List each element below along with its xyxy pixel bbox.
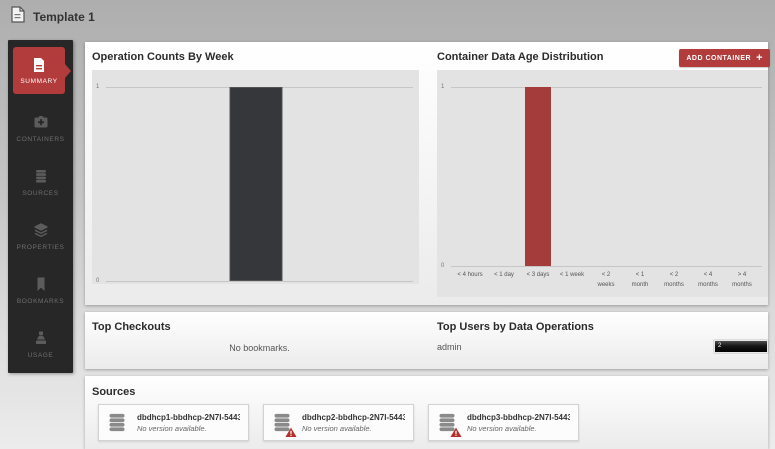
sidebar-item-properties[interactable]: PROPERTIES [8,209,73,263]
add-container-button[interactable]: ADD CONTAINER + [679,49,770,67]
sidebar-item-label: SOURCES [22,189,59,197]
sidebar-item-label: USAGE [27,351,54,359]
y-tick-min: 0 [441,263,445,269]
x-axis-baseline [451,266,762,267]
y-tick-max: 1 [441,84,445,90]
sources-title: Sources [92,386,136,398]
database-icon [272,411,297,438]
document-icon [31,56,48,73]
x-tick-label: < 4 hours [457,272,483,278]
x-tick-label: < 2 months [664,272,684,288]
template-document-icon [10,5,25,28]
y-tick-min: 0 [96,278,100,284]
source-card[interactable]: dbdhcp3-bbdhcp-2N7I-5443… No version avai… [428,404,579,441]
bookmark-icon [32,276,49,293]
database-icon [32,168,49,185]
x-tick-label: < 4 months [698,272,718,288]
warning-icon [285,425,297,438]
gridline-max [451,87,762,88]
y-tick-max: 1 [96,84,100,90]
top-user-name: admin [437,342,462,352]
top-user-value-bar: 2 [714,340,768,353]
source-version-status: No version available. [467,423,537,433]
sidebar-item-label: PROPERTIES [16,243,65,251]
no-bookmarks-message: No bookmarks. [229,343,290,353]
sidebar-item-label: CONTAINERS [16,135,65,143]
source-cards: dbdhcp1-bbdhcp-2N7I-5443… No version avai… [98,404,579,441]
x-tick-label: < 1 week [559,272,585,278]
source-version-status: No version available. [137,423,207,433]
sidebar-item-usage[interactable]: USAGE [8,317,73,371]
source-name: dbdhcp3-bbdhcp-2N7I-5443… [467,412,570,422]
header: Template 1 [0,0,775,33]
database-icon [107,411,129,435]
x-tick-label: < 1 month [631,272,649,288]
top-checkouts-title: Top Checkouts [92,321,171,333]
source-name: dbdhcp2-bbdhcp-2N7I-5443… [302,412,405,422]
source-card[interactable]: dbdhcp1-bbdhcp-2N7I-5443… No version avai… [98,404,249,441]
x-axis-baseline [106,281,413,282]
sidebar-item-sources[interactable]: SOURCES [8,155,73,209]
sidebar-item-bookmarks[interactable]: BOOKMARKS [8,263,73,317]
x-tick-label: < 3 days [526,272,550,278]
warning-icon [450,425,462,438]
layers-icon [32,222,49,239]
page-title: Template 1 [33,9,95,24]
x-tick-label: > 4 months [732,272,752,288]
database-icon [437,411,462,438]
top-users-list: admin 2 [437,339,768,355]
sources-panel: Sources dbdhcp1-bbdhcp-2N7I-5443… No vers… [85,376,768,449]
age-distribution-chart: 1 0 < 4 hours < 1 day < 3 days < 1 week < 2 we… [437,70,768,297]
x-tick-label: < 1 day [494,272,514,278]
age-distribution-title: Container Data Age Distribution [437,51,604,63]
sidebar-item-label: SUMMARY [20,78,58,85]
plus-icon: + [756,51,763,64]
activity-panel: Top Checkouts No bookmarks. Top Users by… [85,312,768,369]
chart-bar [229,87,282,281]
source-name: dbdhcp1-bbdhcp-2N7I-5443… [137,412,240,422]
top-user-row: admin 2 [437,339,768,355]
sidebar-item-containers[interactable]: CONTAINERS [8,101,73,155]
sidebar: SUMMARY CONTAINERS SOURCES PROPERTIES BOOKMA… [8,40,73,373]
container-icon [32,114,49,131]
x-tick-label: < 2 weeks [597,272,615,288]
source-version-status: No version available. [302,423,372,433]
source-card[interactable]: dbdhcp2-bbdhcp-2N7I-5443… No version avai… [263,404,414,441]
operation-counts-title: Operation Counts By Week [92,51,234,63]
usage-icon [32,330,49,347]
top-users-title: Top Users by Data Operations [437,321,594,333]
sidebar-item-summary[interactable]: SUMMARY [13,47,65,94]
sidebar-item-label: BOOKMARKS [16,297,65,305]
chart-bar [525,87,551,266]
